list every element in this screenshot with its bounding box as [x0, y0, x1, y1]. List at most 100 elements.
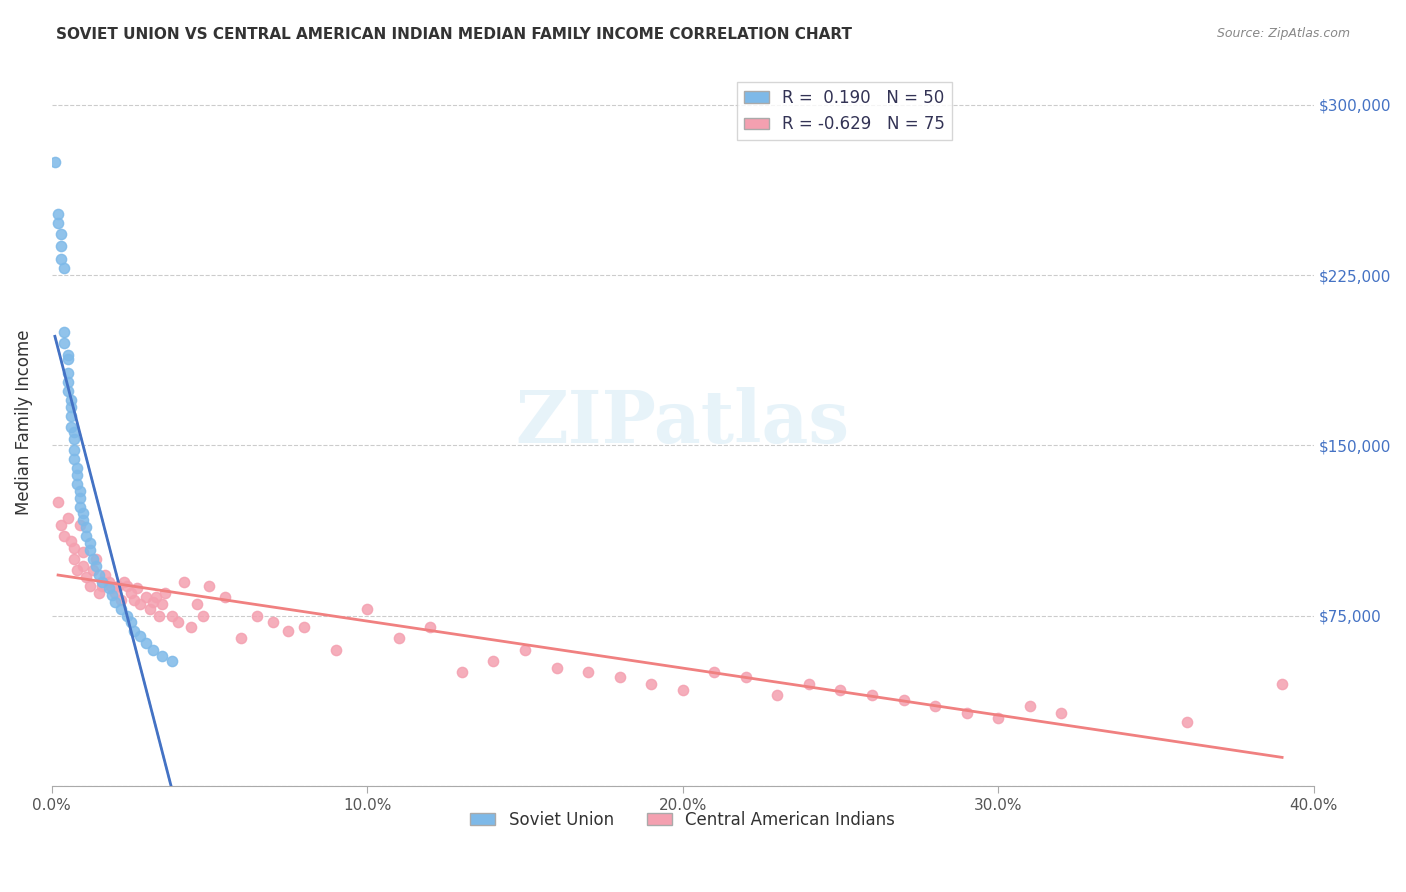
Point	[66, 467, 89, 482]
Point	[75, 570, 97, 584]
Point	[53, 529, 76, 543]
Point	[148, 608, 170, 623]
Point	[150, 597, 173, 611]
Point	[72, 558, 94, 573]
Point	[56, 366, 79, 380]
Point	[69, 483, 91, 498]
Point	[120, 615, 142, 630]
Point	[198, 579, 221, 593]
Point	[1177, 715, 1199, 730]
Point	[955, 706, 977, 721]
Point	[193, 608, 215, 623]
Point	[46, 216, 69, 230]
Point	[79, 536, 101, 550]
Point	[262, 615, 284, 630]
Point	[830, 683, 852, 698]
Point	[94, 567, 117, 582]
Point	[59, 400, 82, 414]
Point	[59, 420, 82, 434]
Point	[576, 665, 599, 680]
Point	[125, 582, 148, 596]
Point	[53, 261, 76, 276]
Point	[356, 601, 378, 615]
Point	[82, 552, 104, 566]
Point	[46, 207, 69, 221]
Point	[63, 425, 86, 439]
Point	[229, 632, 252, 646]
Point	[69, 491, 91, 505]
Point	[138, 601, 160, 615]
Point	[72, 507, 94, 521]
Point	[72, 545, 94, 559]
Point	[59, 392, 82, 407]
Point	[79, 579, 101, 593]
Point	[135, 591, 157, 605]
Point	[734, 670, 756, 684]
Point	[860, 688, 883, 702]
Point	[97, 574, 120, 589]
Point	[797, 676, 820, 690]
Point	[482, 654, 505, 668]
Y-axis label: Median Family Income: Median Family Income	[15, 330, 32, 516]
Point	[117, 608, 139, 623]
Point	[51, 517, 73, 532]
Point	[129, 629, 152, 643]
Point	[84, 552, 107, 566]
Point	[51, 238, 73, 252]
Point	[1050, 706, 1073, 721]
Point	[122, 624, 145, 639]
Point	[75, 529, 97, 543]
Point	[142, 595, 165, 609]
Point	[97, 582, 120, 596]
Point	[82, 563, 104, 577]
Point	[104, 586, 127, 600]
Point	[63, 452, 86, 467]
Point	[51, 252, 73, 267]
Point	[107, 579, 129, 593]
Point	[66, 477, 89, 491]
Point	[640, 676, 662, 690]
Text: Source: ZipAtlas.com: Source: ZipAtlas.com	[1216, 27, 1350, 40]
Point	[160, 654, 183, 668]
Point	[277, 624, 299, 639]
Point	[59, 533, 82, 548]
Point	[104, 595, 127, 609]
Point	[450, 665, 472, 680]
Point	[59, 409, 82, 423]
Point	[246, 608, 269, 623]
Point	[893, 692, 915, 706]
Point	[56, 348, 79, 362]
Point	[513, 642, 536, 657]
Point	[388, 632, 411, 646]
Point	[129, 597, 152, 611]
Point	[120, 586, 142, 600]
Point	[155, 586, 177, 600]
Point	[214, 591, 236, 605]
Point	[69, 500, 91, 514]
Point	[75, 520, 97, 534]
Point	[46, 495, 69, 509]
Point	[66, 461, 89, 475]
Legend: Soviet Union, Central American Indians: Soviet Union, Central American Indians	[464, 805, 901, 836]
Point	[924, 699, 946, 714]
Point	[325, 642, 347, 657]
Point	[122, 592, 145, 607]
Point	[69, 517, 91, 532]
Point	[142, 642, 165, 657]
Point	[292, 620, 315, 634]
Point	[51, 227, 73, 242]
Point	[1271, 676, 1294, 690]
Point	[609, 670, 631, 684]
Point	[110, 592, 132, 607]
Point	[672, 683, 695, 698]
Point	[87, 586, 110, 600]
Point	[53, 325, 76, 339]
Point	[150, 649, 173, 664]
Point	[112, 574, 135, 589]
Point	[180, 620, 202, 634]
Point	[1018, 699, 1040, 714]
Point	[79, 542, 101, 557]
Point	[72, 513, 94, 527]
Point	[100, 588, 122, 602]
Point	[63, 541, 86, 555]
